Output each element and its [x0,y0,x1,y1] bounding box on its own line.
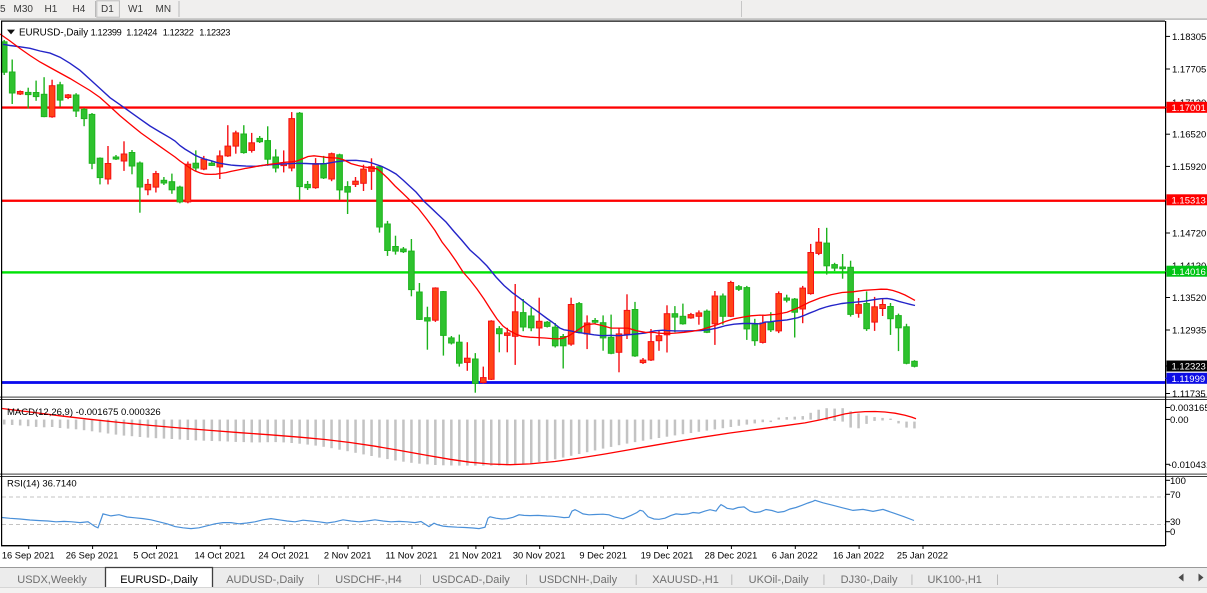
svg-text:UK100-,H1: UK100-,H1 [927,574,981,586]
svg-text:MACD(12,26,9) -0.001675 0.0003: MACD(12,26,9) -0.001675 0.000326 [7,407,161,418]
svg-text:1.14016: 1.14016 [1172,267,1206,278]
svg-text:1.11735: 1.11735 [1172,389,1206,400]
svg-text:6 Jan 2022: 6 Jan 2022 [772,551,818,561]
svg-text:W1: W1 [128,4,143,15]
svg-text:EURUSD-,Daily: EURUSD-,Daily [120,574,198,586]
svg-text:5: 5 [0,4,6,15]
svg-text:21 Nov 2021: 21 Nov 2021 [449,551,502,561]
svg-text:1.12322: 1.12322 [163,27,194,37]
svg-text:1.11999: 1.11999 [1172,374,1206,385]
svg-text:USDCNH-,Daily: USDCNH-,Daily [539,574,618,586]
svg-text:|: | [317,574,320,586]
svg-text:16 Jan 2022: 16 Jan 2022 [833,551,884,561]
svg-text:USDCAD-,Daily: USDCAD-,Daily [432,574,510,586]
svg-text:1.17705: 1.17705 [1172,65,1206,76]
svg-text:14 Oct 2021: 14 Oct 2021 [194,551,245,561]
svg-text:1.12323: 1.12323 [199,27,230,37]
svg-text:RSI(14) 36.7140: RSI(14) 36.7140 [7,479,77,490]
svg-text:0.00: 0.00 [1170,415,1189,426]
svg-text:|: | [822,574,825,586]
svg-text:EURUSD-,Daily: EURUSD-,Daily [19,27,88,38]
svg-text:11 Nov 2021: 11 Nov 2021 [385,551,437,561]
svg-text:1.12424: 1.12424 [126,27,157,37]
svg-text:26 Sep 2021: 26 Sep 2021 [66,551,119,561]
svg-text:1.18305: 1.18305 [1172,32,1206,43]
svg-text:D1: D1 [101,4,114,15]
svg-text:5 Oct 2021: 5 Oct 2021 [133,551,178,561]
svg-text:25 Jan 2022: 25 Jan 2022 [897,551,948,561]
svg-text:30 Nov 2021: 30 Nov 2021 [513,551,566,561]
svg-text:AUDUSD-,Daily: AUDUSD-,Daily [226,574,304,586]
svg-text:16 Sep 2021: 16 Sep 2021 [2,551,55,561]
svg-text:XAUUSD-,H1: XAUUSD-,H1 [652,574,719,586]
svg-text:1.17001: 1.17001 [1172,103,1206,114]
svg-text:|: | [730,574,733,586]
svg-text:H1: H1 [45,4,58,15]
svg-text:|: | [996,574,999,586]
svg-text:19 Dec 2021: 19 Dec 2021 [641,551,694,561]
svg-text:1.12399: 1.12399 [91,27,122,37]
svg-text:1.16520: 1.16520 [1172,130,1206,141]
svg-text:28 Dec 2021: 28 Dec 2021 [705,551,758,561]
svg-text:H4: H4 [73,4,86,15]
svg-text:1.13520: 1.13520 [1172,293,1206,304]
svg-text:USDX,Weekly: USDX,Weekly [17,574,87,586]
svg-text:0: 0 [1170,527,1175,538]
svg-text:1.15920: 1.15920 [1172,162,1206,173]
svg-text:|: | [419,574,422,586]
svg-text:|: | [910,574,913,586]
svg-text:UKOil-,Daily: UKOil-,Daily [749,574,809,586]
svg-text:1.12935: 1.12935 [1172,326,1206,337]
svg-text:2 Nov 2021: 2 Nov 2021 [324,551,372,561]
svg-text:70: 70 [1170,490,1181,501]
svg-text:|: | [525,574,528,586]
svg-text:1.14720: 1.14720 [1172,229,1206,240]
svg-text:100: 100 [1170,476,1186,487]
svg-text:|: | [635,574,638,586]
svg-text:1.12323: 1.12323 [1172,362,1206,373]
svg-text:0.003165: 0.003165 [1170,403,1207,414]
svg-text:30: 30 [1170,517,1181,528]
svg-text:24 Oct 2021: 24 Oct 2021 [258,551,309,561]
svg-text:M30: M30 [14,4,34,15]
svg-text:1.15313: 1.15313 [1172,195,1206,206]
svg-text:DJ30-,Daily: DJ30-,Daily [841,574,898,586]
svg-text:USDCHF-,H4: USDCHF-,H4 [335,574,402,586]
svg-text:9 Dec 2021: 9 Dec 2021 [579,551,627,561]
svg-text:MN: MN [156,4,172,15]
